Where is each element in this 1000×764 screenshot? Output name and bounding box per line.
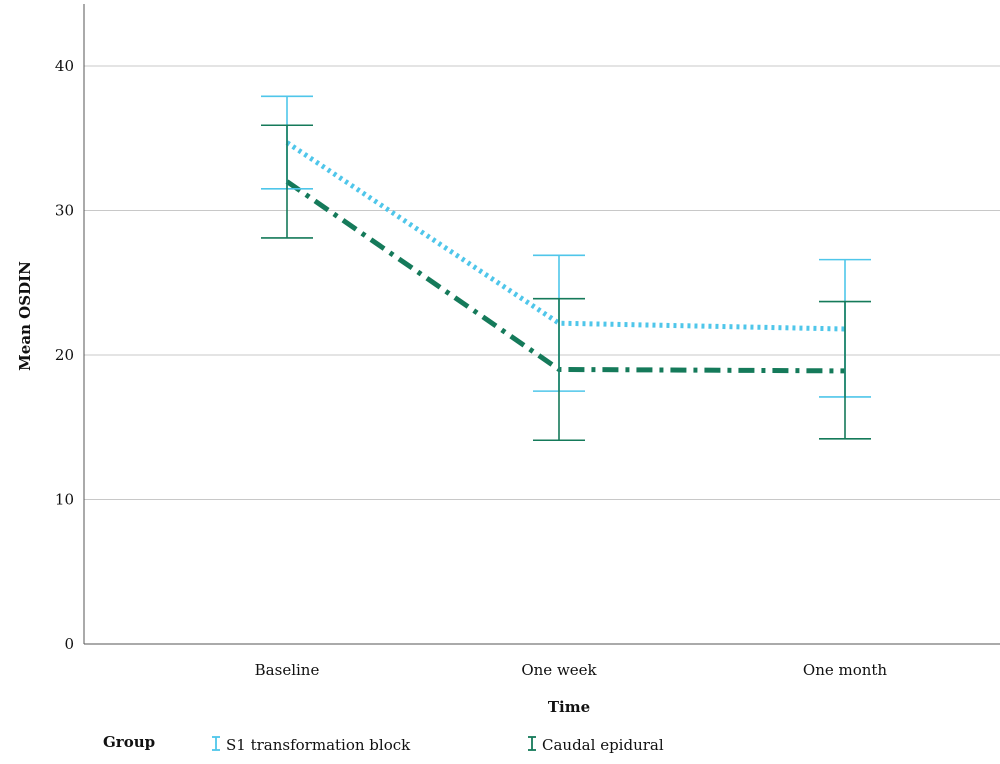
x-tick-label-2: One month [803, 661, 888, 679]
legend-title: Group [103, 733, 155, 751]
y-tick-label-10: 10 [55, 491, 74, 509]
legend-label-1: Caudal epidural [542, 736, 664, 754]
x-tick-label-1: One week [521, 661, 597, 679]
legend-item-0: S1 transformation block [212, 736, 411, 754]
error-bar-1-2 [819, 300, 871, 440]
y-axis-title: Mean OSDIN [16, 261, 34, 371]
error-bars [261, 95, 871, 442]
grid-lines [84, 65, 1000, 500]
legend-item-1: Caudal epidural [528, 736, 664, 754]
legend: Group S1 transformation block Caudal epid… [103, 733, 664, 754]
legend-label-0: S1 transformation block [226, 736, 411, 754]
x-tick-label-0: Baseline [255, 661, 320, 679]
y-tick-label-30: 30 [55, 202, 74, 220]
y-tick-label-40: 40 [55, 57, 74, 75]
series-lines [285, 140, 846, 374]
error-bar-1-0 [261, 124, 313, 239]
y-tick-label-0: 0 [64, 635, 74, 653]
y-tick-labels: 0 10 20 30 40 [55, 57, 74, 653]
x-axis-title: Time [548, 698, 590, 716]
series-line-1 [285, 179, 846, 374]
x-tick-labels: Baseline One week One month [255, 661, 888, 679]
y-tick-label-20: 20 [55, 346, 74, 364]
series-line-0 [285, 140, 846, 332]
axes [83, 4, 1000, 645]
error-bar-1-1 [533, 297, 585, 442]
